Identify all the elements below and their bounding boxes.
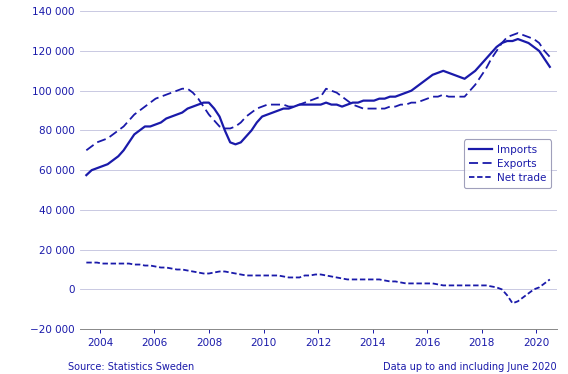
- Line: Net trade: Net trade: [86, 263, 550, 303]
- Net trade: [312, 272, 319, 277]
- Net trade: [216, 269, 223, 274]
- Exports: [312, 96, 319, 101]
- Net trade: [211, 270, 218, 275]
- Net trade: [83, 260, 90, 265]
- Net trade: [354, 277, 361, 282]
- Line: Exports: Exports: [86, 33, 550, 150]
- Exports: [216, 124, 223, 129]
- Net trade: [94, 260, 101, 265]
- Imports: [312, 102, 319, 107]
- Net trade: [520, 295, 527, 300]
- Imports: [515, 37, 521, 41]
- Text: Source: Statistics Sweden: Source: Statistics Sweden: [68, 362, 194, 372]
- Text: Data up to and including June 2020: Data up to and including June 2020: [383, 362, 557, 372]
- Net trade: [546, 277, 553, 282]
- Imports: [94, 166, 101, 171]
- Exports: [94, 140, 101, 145]
- Imports: [354, 100, 361, 105]
- Imports: [546, 65, 553, 69]
- Imports: [211, 106, 218, 111]
- Exports: [354, 104, 361, 109]
- Exports: [83, 148, 90, 153]
- Legend: Imports, Exports, Net trade: Imports, Exports, Net trade: [463, 140, 552, 188]
- Imports: [83, 173, 90, 177]
- Exports: [515, 31, 521, 35]
- Exports: [211, 118, 218, 123]
- Imports: [520, 39, 527, 43]
- Line: Imports: Imports: [86, 39, 550, 175]
- Net trade: [509, 301, 516, 306]
- Exports: [546, 55, 553, 59]
- Exports: [520, 33, 527, 37]
- Imports: [216, 114, 223, 119]
